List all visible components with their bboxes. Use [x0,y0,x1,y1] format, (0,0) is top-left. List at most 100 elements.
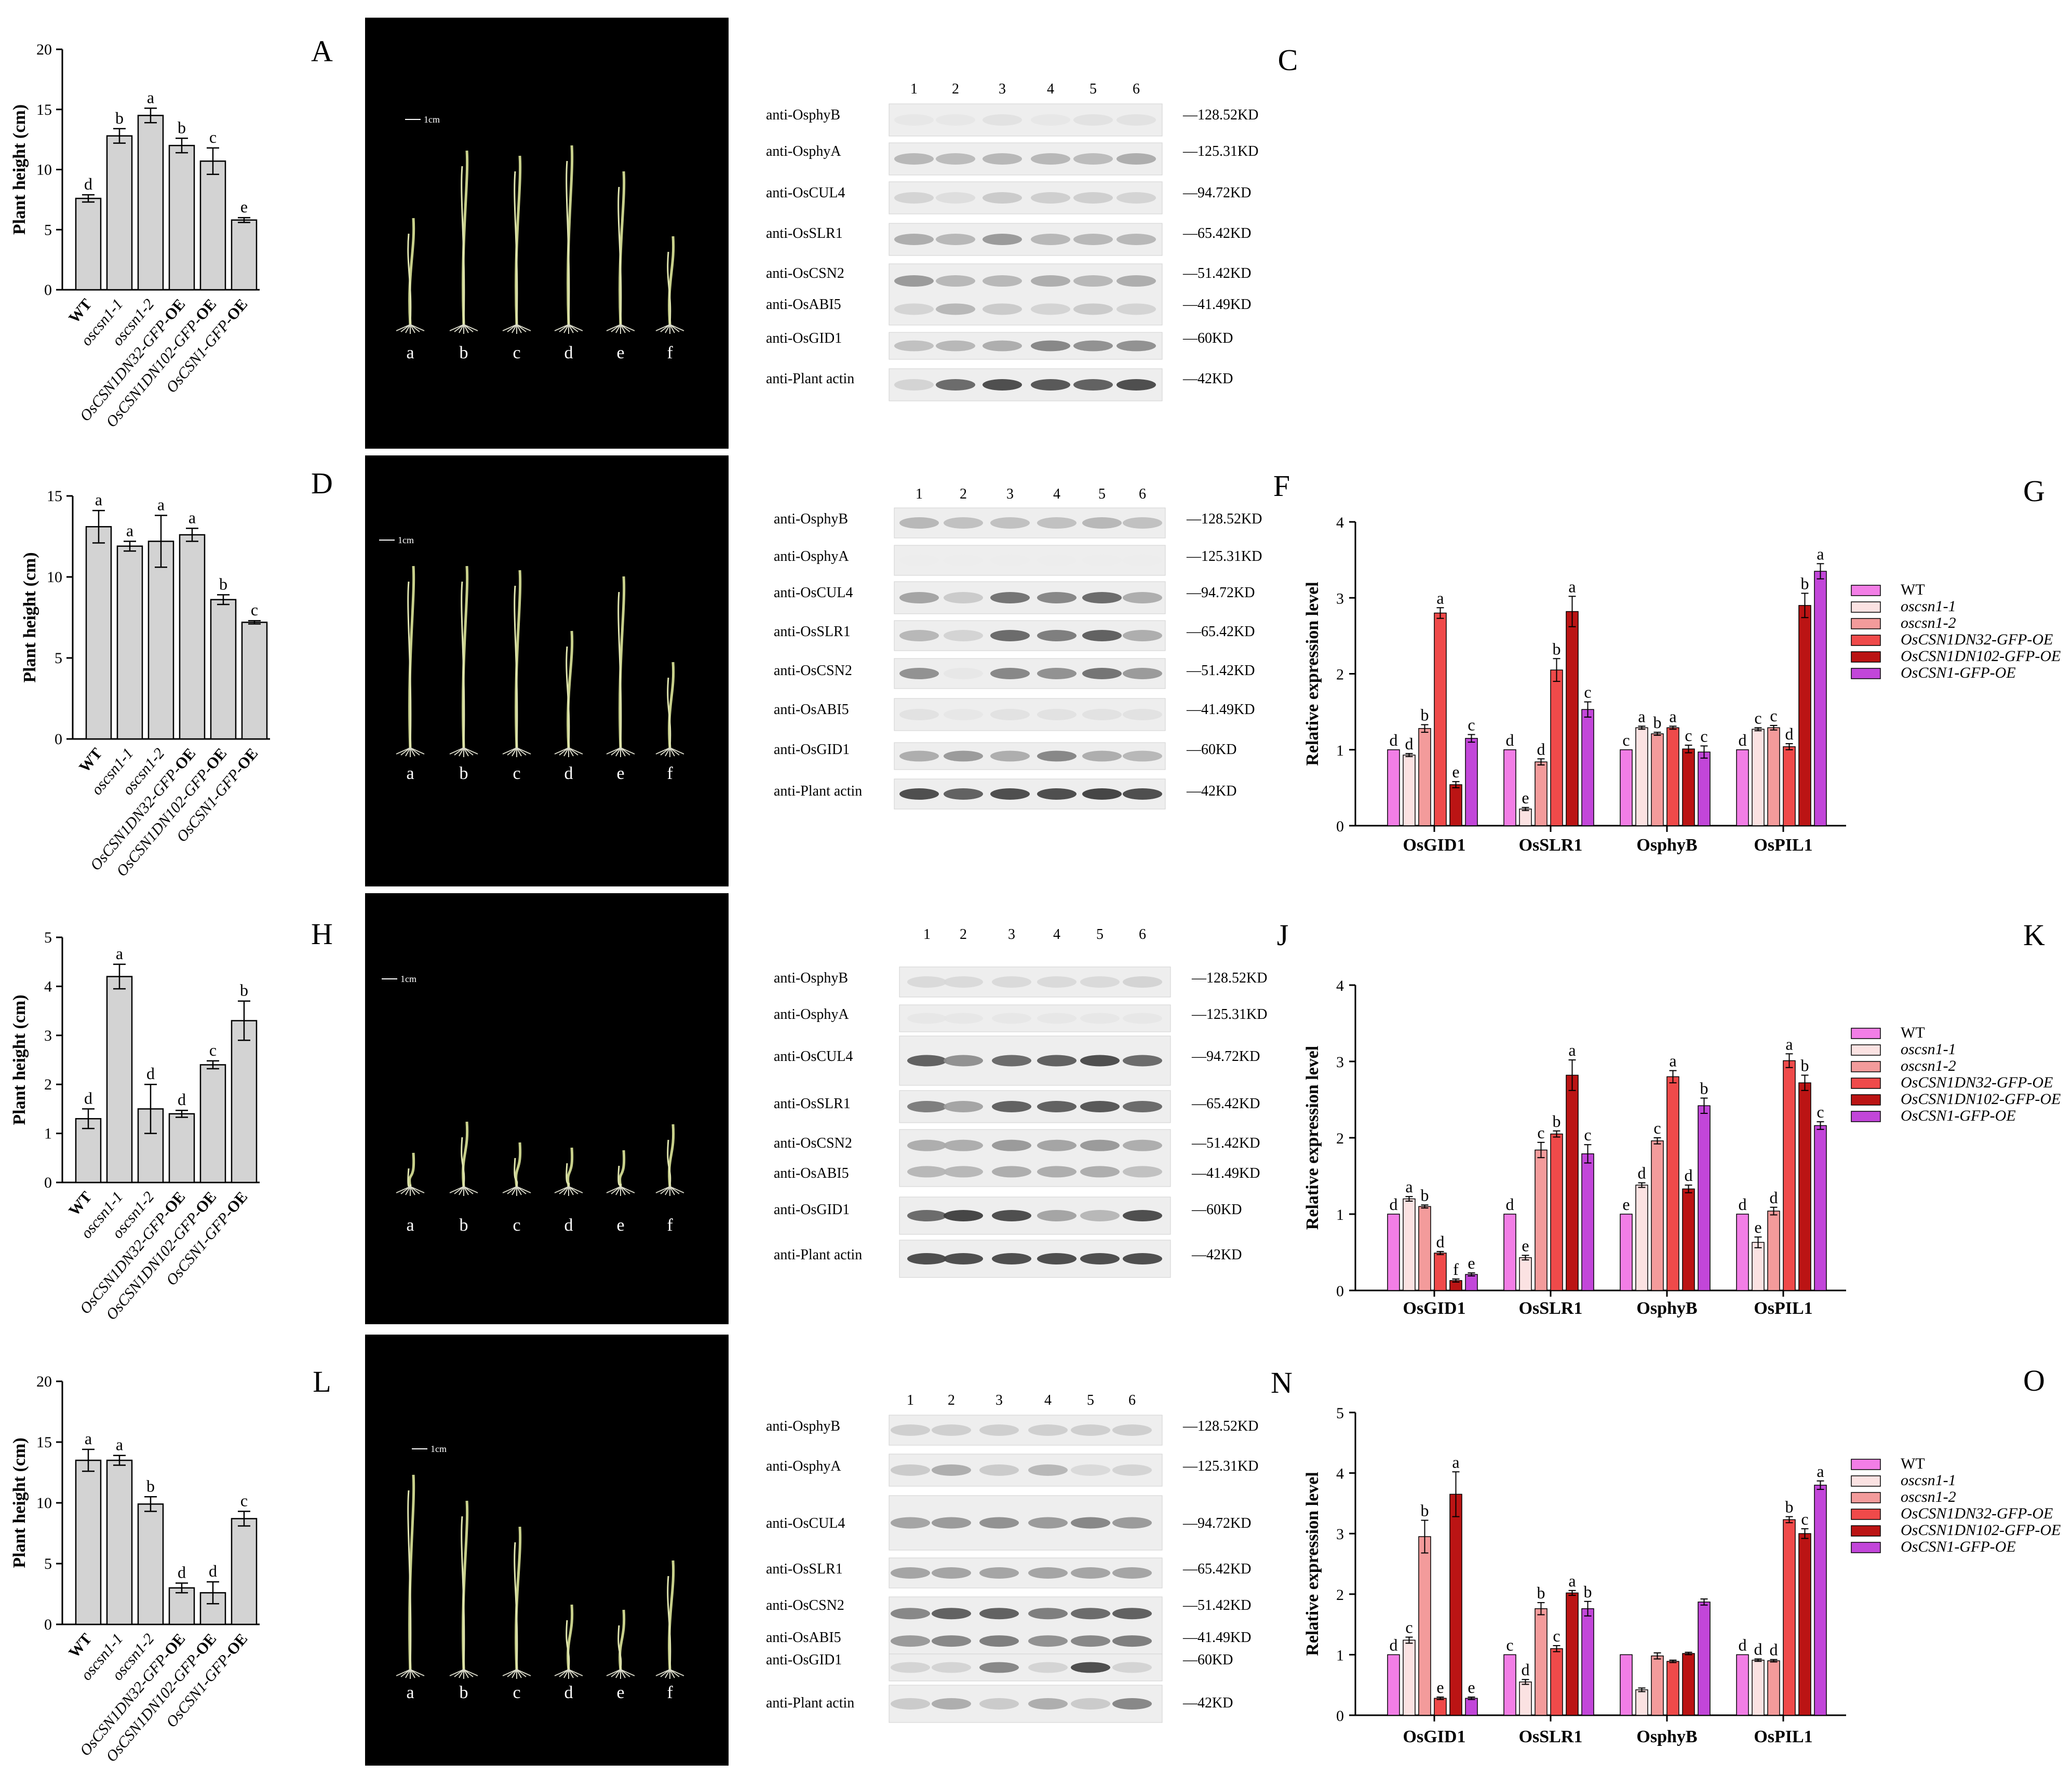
molecular-weight-label: —128.52KD [1191,970,1267,986]
molecular-weight-label: —41.49KD [1186,702,1255,718]
lane-number: 4 [1044,1392,1052,1408]
seedling-root [463,1186,469,1195]
seedling [396,566,425,757]
plant-label: f [667,1683,673,1702]
bar [1566,1074,1579,1291]
protein-band [1037,1253,1077,1264]
bar [1666,1076,1679,1291]
seedling-shoot [618,171,626,325]
seedling-root [665,1186,670,1195]
legend-label: WT [1901,581,1925,598]
seedling-root [405,1669,411,1678]
molecular-weight-label: —65.42KD [1186,624,1255,640]
lane-number: 6 [1139,926,1146,943]
legend-swatch [1851,635,1881,646]
significance-letter: c [1537,1123,1544,1142]
legend-label: OsCSN1DN32-GFP-OE [1901,1074,2053,1091]
plant-label: c [513,1683,520,1702]
protein-band [1123,1166,1162,1178]
protein-band [1123,750,1162,762]
seedling-root [449,324,464,331]
significance-letter: e [1452,762,1459,781]
seedling-root [512,324,517,333]
significance-letter: d [1506,731,1514,749]
protein-band [990,750,1030,762]
protein-band [1123,668,1162,679]
seedling [502,570,531,757]
significance-letter: e [1468,1254,1475,1272]
seedling-root [463,324,469,333]
plant-label: e [616,764,624,783]
protein-band [1028,1635,1068,1647]
seedling-root [512,747,517,757]
western-blot-N: 1 2 3 4 5 6 anti-OsphyB —128.52KD anti-OsphyA —12… [766,1392,1258,1723]
protein-band [983,234,1022,245]
significance-letter: b [178,118,186,137]
legend-label: OsCSN1DN102-GFP-OE [1901,648,2061,665]
significance-letter: e [1468,1678,1475,1697]
significance-letter: d [1390,1195,1398,1214]
antibody-label: anti-OsABI5 [766,1630,841,1646]
seedling-root [454,1669,464,1677]
panel-letter-N: N [1271,1366,1293,1400]
lane-number: 5 [1098,486,1106,502]
seedling-root [563,324,569,333]
significance-letter: a [1568,1571,1576,1590]
significance-letter: e [1622,1195,1630,1214]
antibody-label: anti-OsABI5 [774,702,849,718]
seedling-root [615,324,621,333]
significance-letter: b [1584,1582,1592,1601]
seedling-photo-B: 1cm a b c d e f [365,18,729,449]
gene-label: OsphyB [1636,1727,1697,1746]
protein-band [979,1698,1019,1710]
molecular-weight-label: —94.72KD [1186,585,1255,601]
protein-band [944,750,983,762]
molecular-weight-label: —51.42KD [1186,663,1255,679]
seedling-shoot [515,570,522,748]
seedling-root [449,1669,464,1676]
seedling-leaf [461,581,465,748]
antibody-label: anti-OsCSN2 [774,1135,852,1151]
seedling-photo-M: 1cm a b c d e f [365,1335,729,1766]
protein-band [1123,555,1162,566]
protein-band [1037,517,1077,529]
protein-band [1028,1662,1068,1673]
lane-number: 4 [1047,81,1054,97]
bar [1465,1274,1478,1291]
significance-letter: a [1405,1177,1412,1196]
seedling-root [669,747,684,755]
seedling-root [615,1669,621,1678]
seedling-root [606,747,621,755]
protein-band [1071,1662,1110,1673]
bar [231,1518,258,1625]
gene-label: OsGID1 [1403,1727,1466,1746]
protein-band [1080,1166,1120,1178]
protein-band [907,1253,947,1264]
seedling-root [400,1186,411,1194]
seedling-root [665,1669,670,1678]
bar [1519,1257,1532,1291]
legend-swatch [1851,1028,1881,1039]
protein-band [944,1139,983,1151]
protein-band [1112,1517,1152,1529]
protein-band [1031,153,1070,165]
seedling-root [459,1186,464,1195]
y-tick-label: 5 [44,221,52,238]
significance-letter: a [147,88,154,106]
significance-letter: b [1553,639,1561,658]
y-tick-label: 4 [1336,977,1344,994]
protein-band [1028,1608,1068,1620]
protein-band [1082,517,1122,529]
scale-bar-label: 1cm [400,974,416,984]
significance-letter: c [1700,726,1707,745]
seedling-root [400,747,411,756]
seedling-leaf [461,166,465,325]
seedling-root [655,747,670,755]
lane-number: 1 [910,81,918,97]
lane-number: 6 [1128,1392,1136,1408]
seedling-root [396,1186,411,1193]
legend-label: oscsn1-1 [1901,1472,1956,1489]
bar [137,1503,164,1625]
lane-number: 2 [960,926,967,943]
bar [137,115,164,291]
